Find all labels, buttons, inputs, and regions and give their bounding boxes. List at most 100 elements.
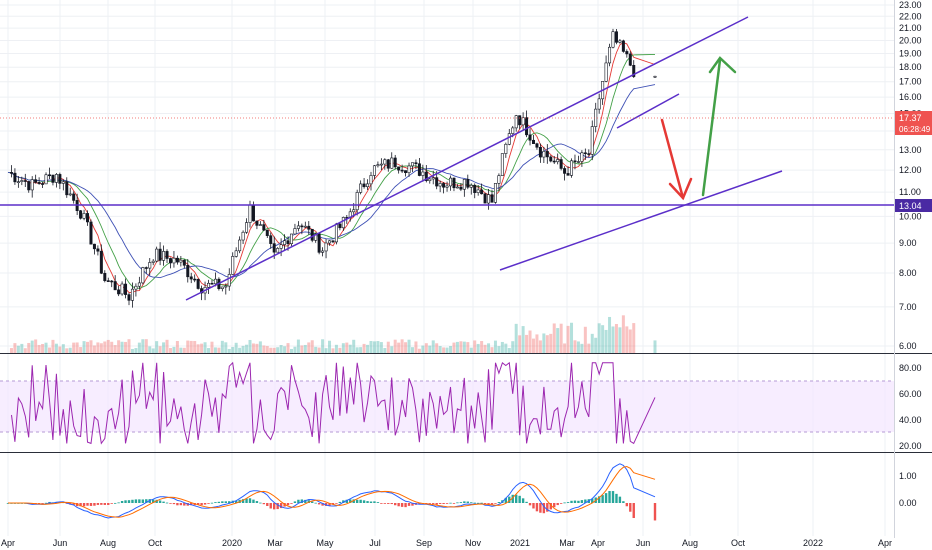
price-pane[interactable] [0, 0, 894, 353]
time-axis[interactable]: Apr Jun Aug Oct 2020 Mar May Jul Sep Nov 2021 Mar Ap… [1, 538, 892, 548]
macd-histogram-bar [241, 499, 245, 503]
macd-histogram-bar [234, 500, 238, 503]
volume-bar [321, 339, 325, 353]
macd-histogram-bar [466, 501, 469, 503]
price-tick-label: 18.00 [899, 62, 922, 72]
channel-upper-trendline[interactable] [185, 16, 749, 301]
candle-body [490, 194, 494, 203]
macd-histogram-bar [228, 501, 231, 503]
volume-bar [99, 343, 103, 353]
candle-body [493, 183, 497, 203]
price-tick-label: 11.00 [899, 187, 921, 197]
macd-histogram-bar [352, 499, 355, 503]
macd-pane[interactable] [0, 453, 894, 536]
volume-bar [531, 338, 535, 353]
volume-bar [179, 347, 183, 353]
candle-body [328, 240, 332, 244]
candle-body [248, 204, 252, 223]
candle-body [521, 117, 525, 126]
macd-histogram-bar [411, 503, 414, 506]
macd-histogram-bar [432, 503, 435, 504]
volume-bar [362, 343, 366, 353]
price-tick-label: 6.00 [899, 341, 917, 351]
candle-body [238, 239, 242, 252]
macd-histogram-bar [359, 499, 362, 503]
volume-bar [89, 340, 93, 353]
candle-body [148, 262, 152, 269]
candle-body [283, 240, 287, 245]
volume-bar [238, 347, 242, 353]
candle-body [497, 175, 501, 184]
rsi-tick-label: 40.00 [899, 415, 922, 425]
ma-green-line [7, 53, 656, 289]
volume-bar [404, 342, 408, 353]
volume-bar [449, 346, 453, 353]
volume-bar [570, 322, 574, 353]
volume-bar [438, 346, 442, 353]
up-arrow[interactable] [701, 56, 737, 197]
volume-bar [376, 341, 380, 353]
rsi-tick-label: 80.00 [899, 363, 922, 373]
candle-body [27, 181, 31, 191]
volume-bar [587, 343, 591, 353]
macd-histogram-bar [335, 503, 338, 504]
candle-body [324, 242, 328, 252]
macd-histogram-bar [110, 503, 113, 504]
candle-body [96, 248, 100, 252]
flag-trendline[interactable] [616, 93, 680, 129]
volume-bar [372, 341, 376, 353]
macd-histogram-bar [255, 501, 259, 503]
macd-histogram-bar [131, 499, 134, 503]
volume-bar [272, 347, 276, 353]
volume-bar [383, 348, 387, 353]
time-tick-label: May [316, 538, 334, 548]
candle-body [103, 272, 107, 281]
macd-signal-line [8, 465, 656, 518]
volume-bar [269, 347, 273, 353]
volume-bar [455, 341, 459, 353]
macd-histogram-bar [311, 501, 314, 503]
down-arrow[interactable] [660, 118, 693, 201]
candle-body [366, 183, 370, 188]
volume-bar [576, 341, 580, 353]
volume-bar [604, 329, 608, 353]
macd-histogram-bar [207, 503, 210, 504]
volume-bar [538, 340, 542, 353]
macd-histogram-bar [269, 503, 272, 509]
volume-bar [155, 341, 159, 353]
volume-bar [41, 343, 45, 353]
volume-bar [310, 340, 314, 353]
macd-histogram-bar [266, 503, 269, 506]
candle-body [321, 250, 325, 253]
volume-bar [328, 340, 332, 353]
volume-bar [466, 342, 470, 353]
volume-bar [23, 348, 27, 353]
macd-histogram-bar [221, 501, 224, 503]
candle-body [576, 161, 580, 163]
rsi-line [11, 361, 656, 445]
moving-averages [7, 42, 656, 293]
candle-body [54, 174, 58, 183]
macd-histogram-bar [162, 501, 165, 503]
macd-histogram-bar [214, 502, 217, 503]
time-tick-label: Apr [591, 538, 605, 548]
candle-body [86, 213, 90, 223]
time-tick-label: 2022 [803, 538, 823, 548]
macd-histogram-bar [597, 496, 601, 503]
macd-histogram-bar [601, 495, 604, 503]
macd-histogram-bar [210, 502, 214, 504]
channel-lower-trendline[interactable] [499, 170, 783, 271]
candle-body [110, 280, 114, 283]
macd-histogram-bar [245, 498, 248, 503]
volume-bar [490, 347, 494, 353]
candle-body [58, 174, 62, 184]
macd-histogram-bar [556, 503, 559, 506]
candle-body [127, 294, 131, 301]
candle-body [51, 174, 55, 183]
macd-histogram-bar [504, 497, 508, 503]
macd-histogram-bar [542, 503, 546, 514]
macd-histogram-bar [259, 502, 262, 504]
macd-histogram-bar [124, 500, 127, 503]
